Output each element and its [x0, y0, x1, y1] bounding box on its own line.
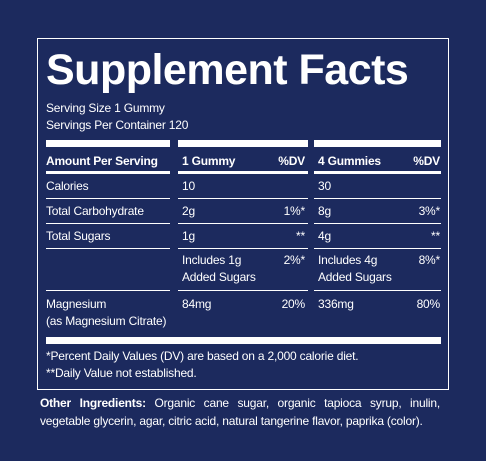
amount: 2g — [182, 204, 195, 218]
rule — [178, 140, 308, 147]
amount: 336mg — [318, 297, 354, 311]
rule — [314, 198, 441, 199]
daily-value: 8%* — [418, 253, 441, 267]
amount: 84mg — [182, 297, 212, 311]
amount: 8g — [318, 204, 331, 218]
amount: Added Sugars — [318, 270, 392, 284]
daily-value: 1%* — [283, 204, 306, 218]
facts-box — [37, 38, 449, 390]
rule — [178, 171, 308, 174]
serving-size: Serving Size 1 Gummy — [46, 101, 165, 115]
header-cell: 1 Gummy — [182, 154, 236, 168]
daily-value: 80% — [416, 297, 441, 311]
rule — [46, 290, 170, 291]
rule — [46, 337, 441, 344]
rule — [178, 290, 308, 291]
rule — [178, 198, 308, 199]
rule — [314, 171, 441, 174]
nutrient-name: Total Carbohydrate — [46, 204, 144, 218]
rule — [314, 223, 441, 224]
other-ingredients-label: Other Ingredients: — [40, 396, 146, 410]
amount: 4g — [318, 229, 331, 243]
nutrient-name: Total Sugars — [46, 229, 111, 243]
daily-value: ** — [431, 229, 440, 243]
nutrient-name: (as Magnesium Citrate) — [46, 314, 167, 328]
rule — [46, 198, 170, 199]
rule — [314, 290, 441, 291]
rule — [46, 248, 170, 249]
header-cell: 4 Gummies — [318, 154, 381, 168]
rule — [314, 140, 441, 147]
footnote: **Daily Value not established. — [46, 366, 197, 380]
rule — [314, 248, 441, 249]
amount: 10 — [182, 179, 195, 193]
amount: Includes 4g — [318, 253, 378, 267]
other-ingredients-text: Organic cane sugar, organic tapioca syru… — [40, 396, 440, 428]
daily-value: 2%* — [283, 253, 306, 267]
rule — [46, 171, 170, 174]
rule — [178, 248, 308, 249]
amount: 1g — [182, 229, 195, 243]
rule — [178, 223, 308, 224]
footnote: *Percent Daily Values (DV) are based on … — [46, 349, 359, 363]
daily-value: ** — [296, 229, 305, 243]
title: Supplement Facts — [46, 46, 409, 94]
nutrient-name: Calories — [46, 179, 89, 193]
other-ingredients: Other Ingredients: Organic cane sugar, o… — [40, 394, 440, 430]
header-cell: Amount Per Serving — [46, 154, 158, 168]
amount: 30 — [318, 179, 331, 193]
rule — [46, 140, 170, 147]
amount: Added Sugars — [182, 270, 256, 284]
rule — [46, 223, 170, 224]
amount: Includes 1g — [182, 253, 242, 267]
daily-value: 20% — [281, 297, 306, 311]
header-cell: %DV — [278, 154, 305, 168]
daily-value: 3%* — [418, 204, 441, 218]
servings-per-container: Servings Per Container 120 — [46, 118, 189, 132]
header-cell: %DV — [413, 154, 440, 168]
nutrient-name: Magnesium — [46, 297, 107, 311]
